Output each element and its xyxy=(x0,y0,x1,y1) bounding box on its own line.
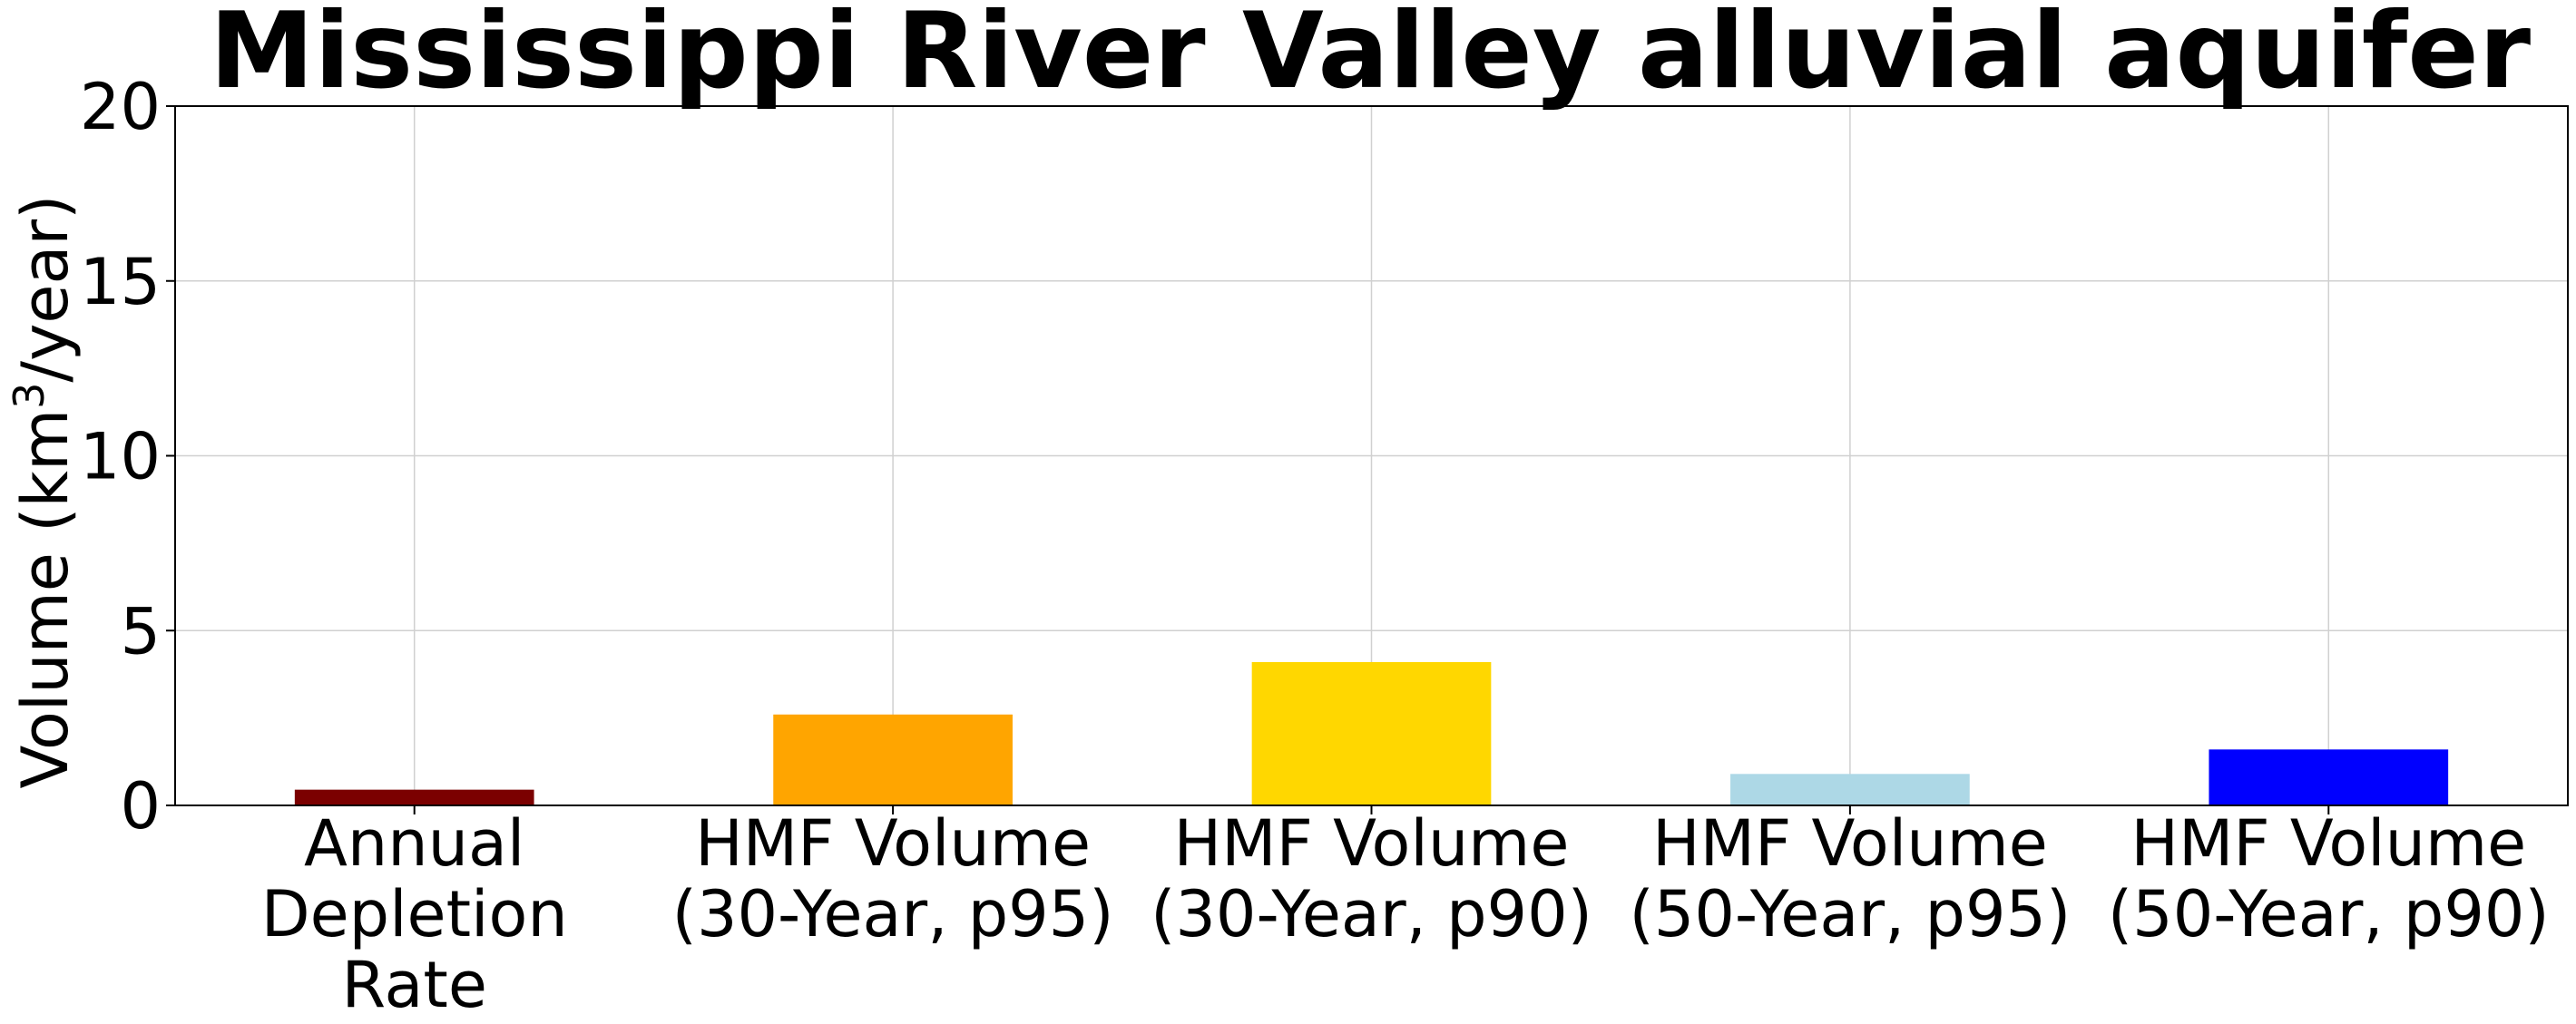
y-tick-label: 5 xyxy=(120,594,161,668)
y-axis-label-suffix: /year) xyxy=(8,195,83,383)
x-tick-label-line: HMF Volume xyxy=(2130,806,2526,881)
bar xyxy=(1251,661,1492,805)
chart-title: Mississippi River Valley alluvial aquife… xyxy=(210,0,2531,112)
bars-layer xyxy=(294,661,2449,805)
y-ticks: 0 5 10 15 20 xyxy=(80,70,175,844)
x-tick-label: HMF Volume (30-Year, p90) xyxy=(1151,806,1592,951)
y-tick-label: 10 xyxy=(80,420,161,494)
bar xyxy=(2209,749,2449,805)
x-tick-label-line: HMF Volume xyxy=(695,806,1091,881)
y-axis-label-prefix: Volume (km xyxy=(8,409,83,789)
x-tick-label-line: (50-Year, p95) xyxy=(1629,877,2071,951)
y-tick-label: 20 xyxy=(80,70,161,144)
x-tick-label-line: (30-Year, p90) xyxy=(1151,877,1592,951)
x-tick-label-line: (30-Year, p95) xyxy=(672,877,1114,951)
y-axis-label-sup: 3 xyxy=(5,383,54,409)
y-axis-label: Volume (km3/year) xyxy=(5,195,83,789)
bar xyxy=(773,714,1013,805)
x-tick-label-line: Rate xyxy=(341,948,487,1022)
x-tick-label-line: HMF Volume xyxy=(1174,806,1570,881)
x-tick-label: HMF Volume (50-Year, p90) xyxy=(2108,806,2550,951)
x-tick-label-line: HMF Volume xyxy=(1652,806,2048,881)
x-tick-label: Annual Depletion Rate xyxy=(261,806,568,1022)
x-tick-label: HMF Volume (50-Year, p95) xyxy=(1629,806,2071,951)
bar xyxy=(1730,774,1970,805)
x-tick-label-line: (50-Year, p90) xyxy=(2108,877,2550,951)
y-tick-label: 15 xyxy=(80,245,161,319)
bar xyxy=(294,789,534,805)
x-tick-label-line: Depletion xyxy=(261,877,568,951)
x-tick-label: HMF Volume (30-Year, p95) xyxy=(672,806,1114,951)
y-tick-label: 0 xyxy=(120,769,161,844)
x-tick-label-line: Annual xyxy=(304,806,524,881)
